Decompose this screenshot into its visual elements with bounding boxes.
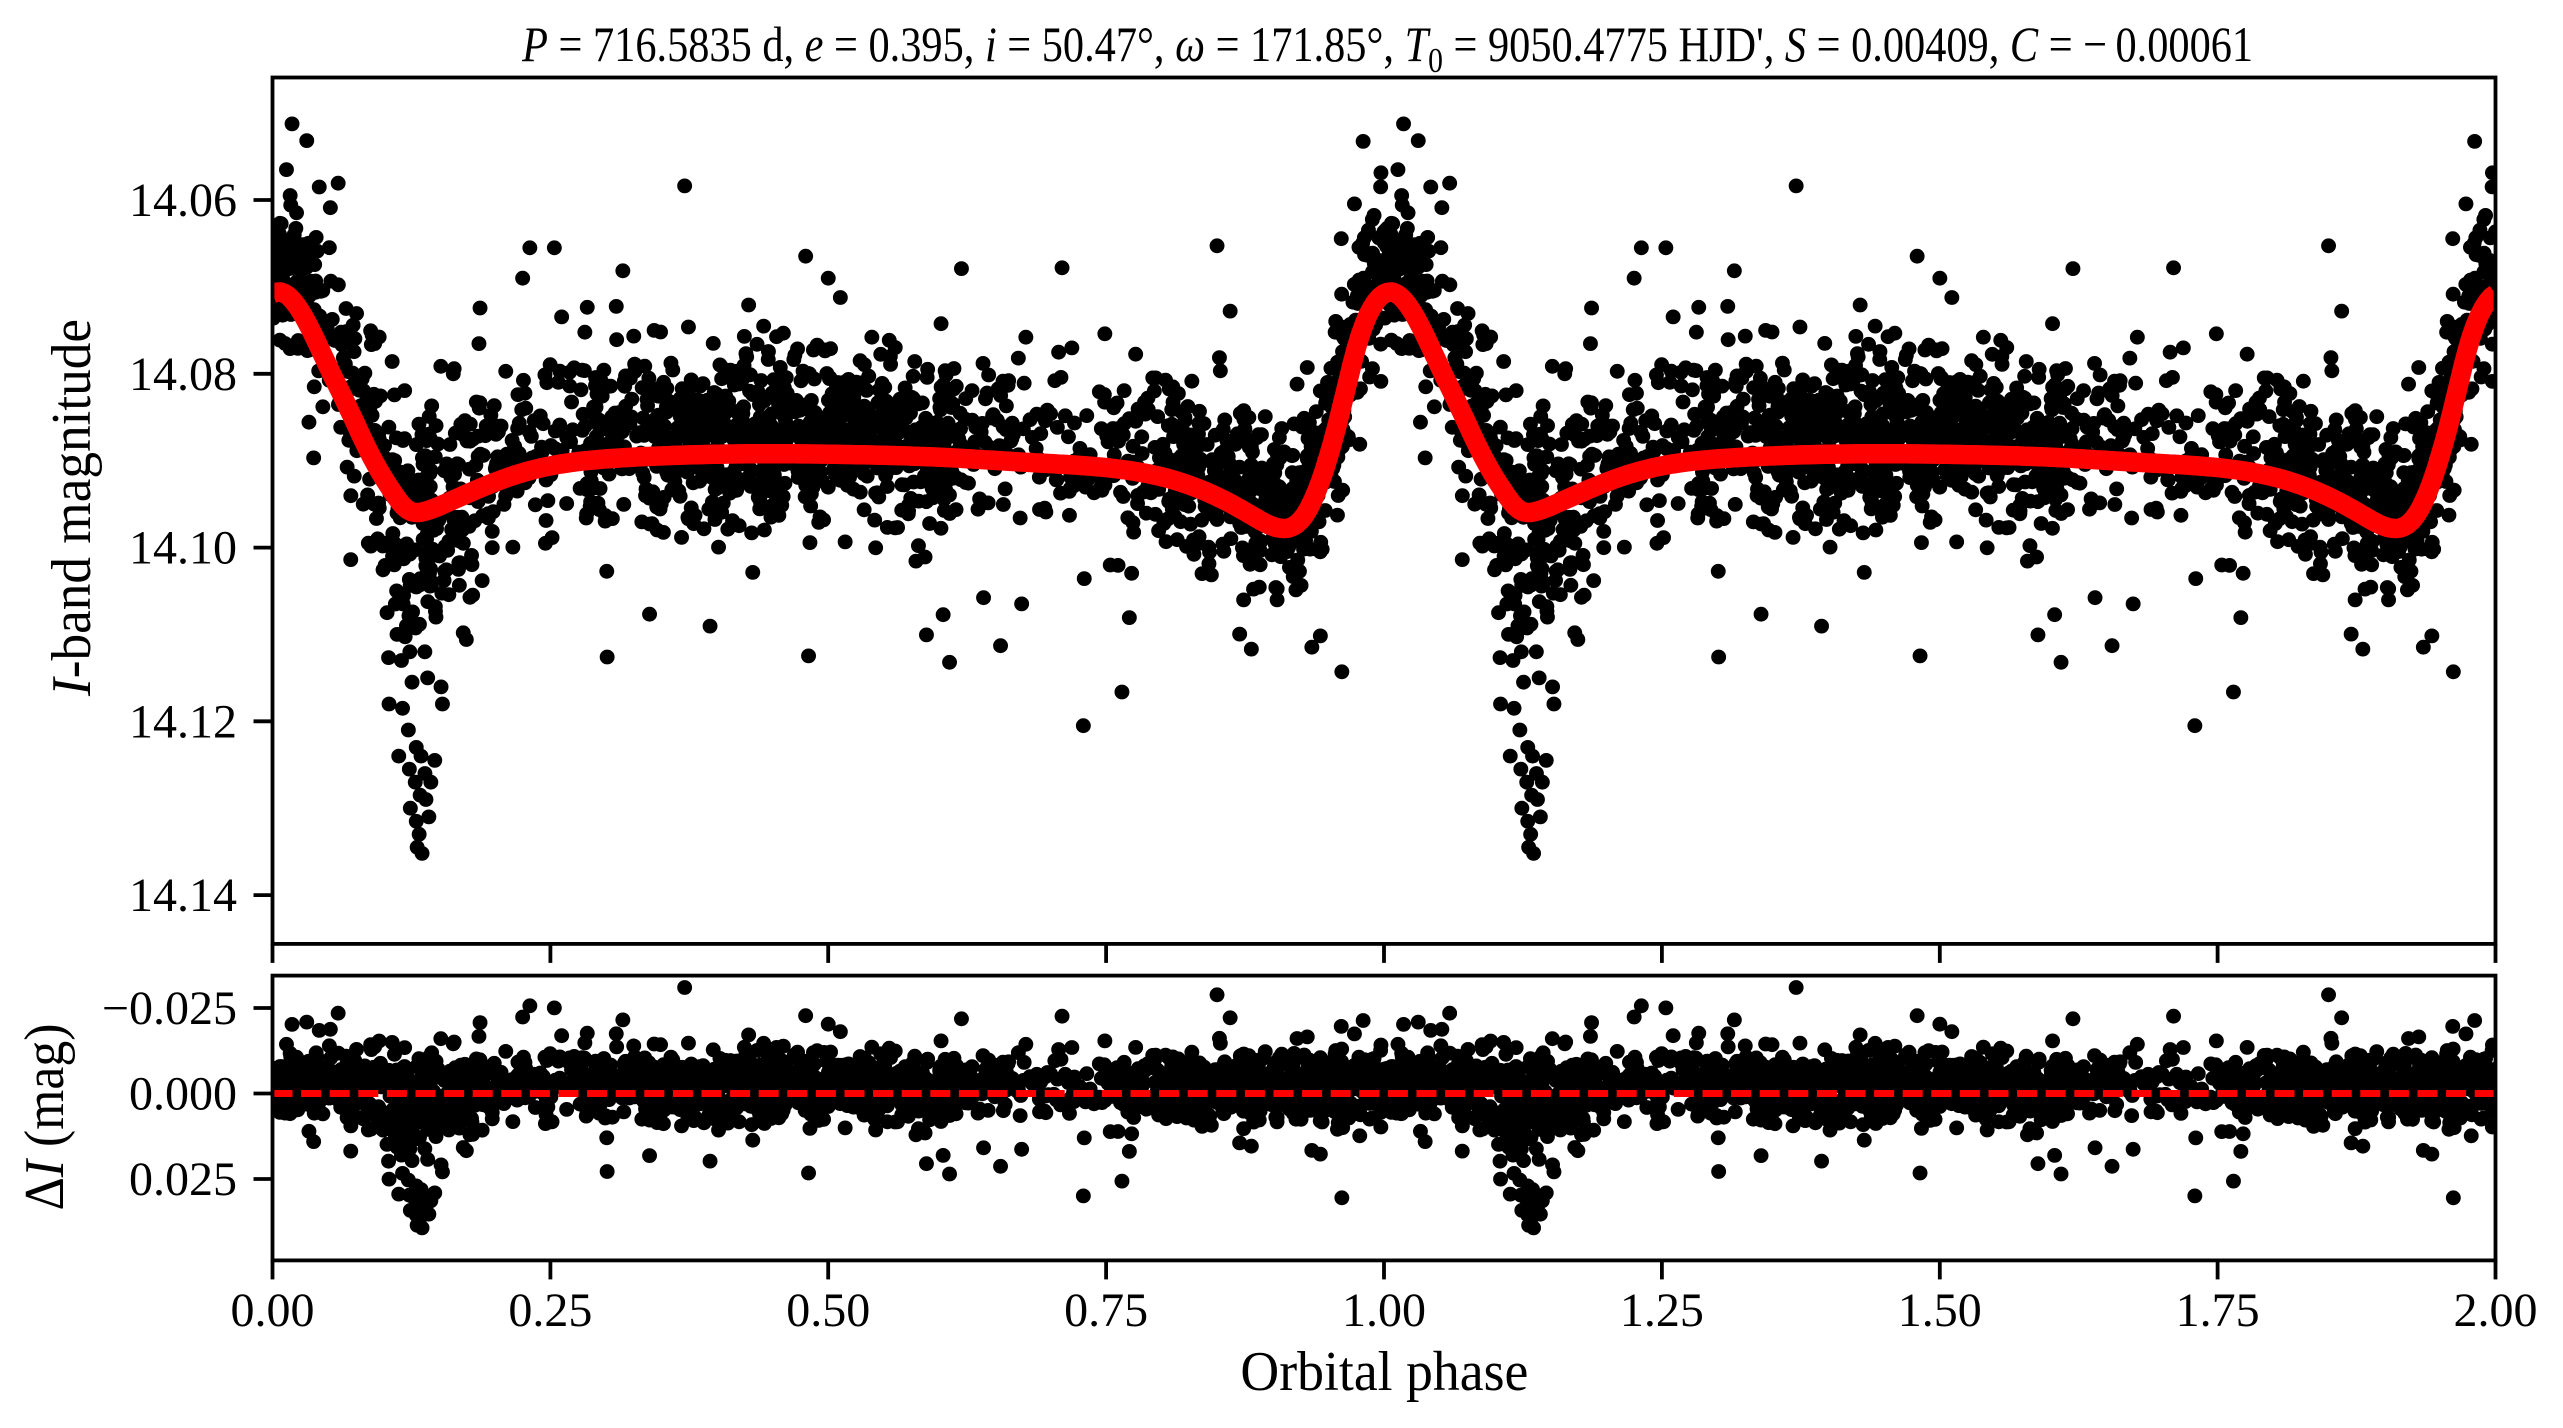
svg-text:14.08: 14.08 bbox=[129, 348, 237, 401]
svg-text:0.75: 0.75 bbox=[1064, 1284, 1148, 1337]
svg-text:1.00: 1.00 bbox=[1342, 1284, 1426, 1337]
svg-text:−0.025: −0.025 bbox=[102, 982, 237, 1035]
svg-text:14.14: 14.14 bbox=[129, 869, 237, 922]
svg-text:14.12: 14.12 bbox=[129, 695, 237, 748]
svg-text:14.06: 14.06 bbox=[129, 174, 237, 227]
svg-text:1.25: 1.25 bbox=[1620, 1284, 1704, 1337]
svg-text:0.000: 0.000 bbox=[129, 1068, 237, 1121]
svg-text:0.025: 0.025 bbox=[129, 1153, 237, 1206]
svg-text:1.50: 1.50 bbox=[1898, 1284, 1982, 1337]
svg-text:14.10: 14.10 bbox=[129, 522, 237, 575]
svg-text:I-band magnitude: I-band magnitude bbox=[41, 319, 103, 697]
svg-text:2.00: 2.00 bbox=[2454, 1284, 2538, 1337]
svg-text:0.00: 0.00 bbox=[231, 1284, 315, 1337]
svg-text:Orbital phase: Orbital phase bbox=[1240, 1341, 1528, 1403]
svg-text:0.50: 0.50 bbox=[786, 1284, 870, 1337]
svg-text:1.75: 1.75 bbox=[2176, 1284, 2260, 1337]
svg-text:ΔI (mag): ΔI (mag) bbox=[14, 1024, 76, 1211]
svg-text:0.25: 0.25 bbox=[508, 1284, 592, 1337]
svg-text:P = 716.5835 d, e = 0.395, i =: P = 716.5835 d, e = 0.395, i = 50.47°, ω… bbox=[521, 16, 2253, 80]
